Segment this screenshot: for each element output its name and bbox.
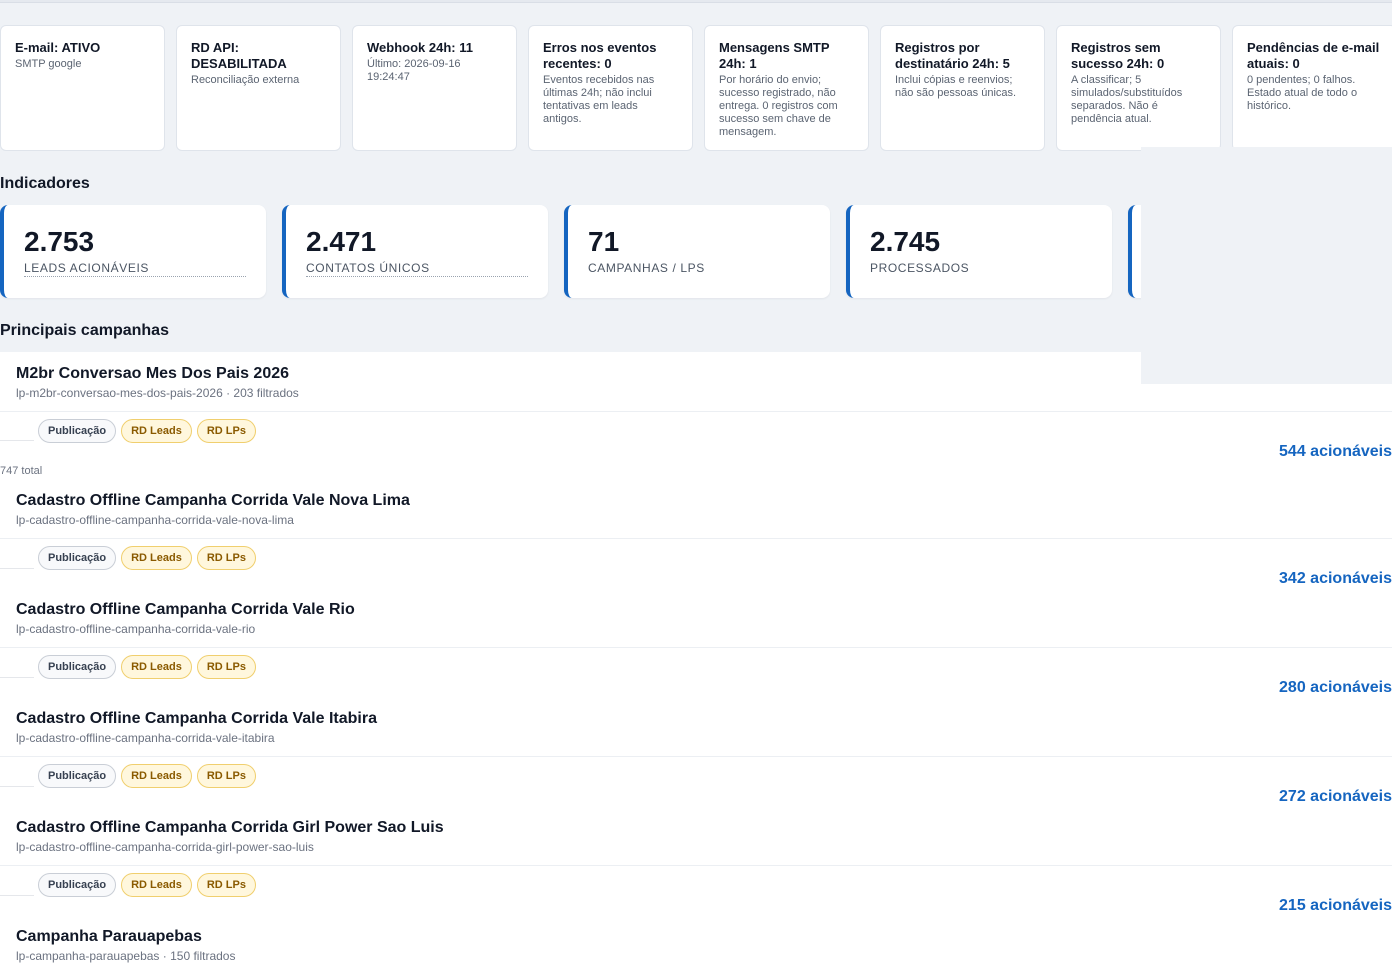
chip-rd-lps[interactable]: RD LPs	[196, 546, 256, 570]
campaign-header[interactable]: Campanha Parauapebas lp-campanha-parauap…	[16, 927, 235, 964]
campaign-actionable-count: 215 acionáveis	[1279, 897, 1392, 914]
indicator-label[interactable]: LEADS ACIONÁVEIS	[24, 261, 246, 277]
campaigns-title: Principais campanhas	[0, 322, 169, 339]
campaign-actionable-count: 342 acionáveis	[1279, 570, 1392, 587]
status-card-smtp: Mensagens SMTP 24h: 1 Por horário do env…	[704, 25, 869, 151]
row-separator	[0, 647, 1392, 648]
status-card-title: Pendências de e-mail atuais: 0	[1247, 40, 1380, 71]
chip-publicacao[interactable]: Publicação	[38, 419, 117, 443]
indicator-label: PROCESSADOS	[870, 261, 970, 275]
campaign-actionable-count: 544 acionáveis	[1279, 443, 1392, 460]
status-card-rd-api: RD API: DESABILITADA Reconciliação exter…	[176, 25, 341, 151]
campaign-slug: lp-cadastro-offline-campanha-corrida-val…	[16, 513, 294, 527]
status-card-desc: SMTP google	[15, 58, 82, 70]
status-card-title: Registros por destinatário 24h: 5	[895, 40, 1010, 71]
campaign-header[interactable]: Cadastro Offline Campanha Corrida Vale N…	[16, 491, 410, 528]
campaign-header[interactable]: Cadastro Offline Campanha Corrida Girl P…	[16, 818, 444, 855]
indicator-label: CAMPANHAS / LPS	[588, 261, 705, 275]
chip-publicacao[interactable]: Publicação	[38, 546, 117, 570]
status-card-desc: 0 pendentes; 0 falhos. Estado atual de t…	[1247, 74, 1358, 112]
campaign-chips: Publicação RD Leads RD LPs	[38, 419, 256, 443]
indicator-value: 2.471	[306, 226, 377, 257]
indicator-label[interactable]: CONTATOS ÚNICOS	[306, 261, 528, 277]
chip-publicacao[interactable]: Publicação	[38, 873, 117, 897]
status-card-pending-email: Pendências de e-mail atuais: 0 0 pendent…	[1232, 25, 1392, 151]
indicator-value: 2.753	[24, 226, 95, 257]
chip-rd-leads[interactable]: RD Leads	[121, 764, 192, 788]
chip-rd-lps[interactable]: RD LPs	[196, 655, 256, 679]
status-card-desc: Inclui cópias e reenvios; não são pessoa…	[895, 74, 1017, 99]
status-card-webhook: Webhook 24h: 11 Último: 2026-09-16 19:24…	[352, 25, 517, 151]
status-card-title: E-mail: ATIVO	[15, 40, 101, 55]
campaign-name: Cadastro Offline Campanha Corrida Vale R…	[16, 601, 355, 618]
chip-rd-leads[interactable]: RD Leads	[121, 655, 192, 679]
campaign-name: Cadastro Offline Campanha Corrida Vale N…	[16, 492, 410, 509]
indicators-title: Indicadores	[0, 175, 90, 192]
row-separator	[0, 538, 1392, 539]
row-separator	[0, 677, 34, 678]
campaign-name: M2br Conversao Mes Dos Pais 2026	[16, 365, 290, 382]
row-separator	[0, 756, 1392, 757]
status-card-title: Erros nos eventos recentes: 0	[543, 40, 657, 71]
indicator-card-processed: 2.745 PROCESSADOS	[846, 205, 1112, 298]
campaign-name: Cadastro Offline Campanha Corrida Vale I…	[16, 710, 377, 727]
campaign-name: Campanha Parauapebas	[16, 928, 202, 945]
chip-rd-lps[interactable]: RD LPs	[196, 873, 256, 897]
status-card-recipients: Registros por destinatário 24h: 5 Inclui…	[880, 25, 1045, 151]
campaign-chips: Publicação RD Leads RD LPs	[38, 655, 256, 679]
status-card-event-errors: Erros nos eventos recentes: 0 Eventos re…	[528, 25, 693, 151]
blank-overlay	[1141, 147, 1392, 384]
chip-rd-leads[interactable]: RD Leads	[121, 546, 192, 570]
campaign-slug: lp-campanha-parauapebas · 150 filtrados	[16, 949, 236, 963]
indicator-value: 71	[588, 226, 620, 257]
campaign-header[interactable]: Cadastro Offline Campanha Corrida Vale R…	[16, 600, 355, 637]
row-separator	[0, 568, 34, 569]
campaign-total: 747 total	[0, 465, 43, 477]
campaign-slug: lp-m2br-conversao-mes-dos-pais-2026 · 20…	[16, 386, 299, 400]
campaign-chips: Publicação RD Leads RD LPs	[38, 546, 256, 570]
row-separator	[0, 440, 34, 441]
row-separator	[0, 411, 1392, 412]
status-card-title: RD API: DESABILITADA	[191, 40, 287, 71]
campaign-slug: lp-cadastro-offline-campanha-corrida-val…	[16, 731, 275, 745]
campaign-chips: Publicação RD Leads RD LPs	[38, 873, 256, 897]
campaign-chips: Publicação RD Leads RD LPs	[38, 764, 256, 788]
chip-rd-leads[interactable]: RD Leads	[121, 419, 192, 443]
status-card-desc: A classificar; 5 simulados/substituídos …	[1071, 74, 1183, 125]
chip-rd-lps[interactable]: RD LPs	[196, 764, 256, 788]
status-card-failed: Registros sem sucesso 24h: 0 A classific…	[1056, 25, 1221, 151]
status-card-title: Webhook 24h: 11	[367, 40, 473, 55]
campaign-actionable-count: 272 acionáveis	[1279, 788, 1392, 805]
row-separator	[0, 865, 1392, 866]
indicator-card-leads: 2.753 LEADS ACIONÁVEIS	[0, 205, 266, 298]
chip-rd-leads[interactable]: RD Leads	[121, 873, 192, 897]
campaign-list: M2br Conversao Mes Dos Pais 2026 lp-m2br…	[0, 352, 1392, 972]
chip-rd-lps[interactable]: RD LPs	[196, 419, 256, 443]
campaign-header[interactable]: M2br Conversao Mes Dos Pais 2026 lp-m2br…	[16, 364, 299, 401]
row-separator	[0, 895, 34, 896]
campaign-header[interactable]: Cadastro Offline Campanha Corrida Vale I…	[16, 709, 377, 746]
status-cards: E-mail: ATIVO SMTP google RD API: DESABI…	[0, 25, 1392, 151]
status-card-desc: Por horário do envio; sucesso registrado…	[719, 74, 838, 138]
indicator-value: 2.745	[870, 226, 941, 257]
top-bar	[0, 0, 1392, 3]
indicator-card-campaigns: 71 CAMPANHAS / LPS	[564, 205, 830, 298]
campaign-name: Cadastro Offline Campanha Corrida Girl P…	[16, 819, 444, 836]
chip-publicacao[interactable]: Publicação	[38, 764, 117, 788]
chip-publicacao[interactable]: Publicação	[38, 655, 117, 679]
status-card-desc: Último: 2026-09-16 19:24:47	[367, 58, 461, 83]
status-card-title: Registros sem sucesso 24h: 0	[1071, 40, 1165, 71]
indicator-card-contacts: 2.471 CONTATOS ÚNICOS	[282, 205, 548, 298]
status-card-desc: Reconciliação externa	[191, 74, 300, 86]
campaign-slug: lp-cadastro-offline-campanha-corrida-gir…	[16, 840, 314, 854]
row-separator	[0, 786, 34, 787]
campaign-actionable-count: 280 acionáveis	[1279, 679, 1392, 696]
campaign-slug: lp-cadastro-offline-campanha-corrida-val…	[16, 622, 256, 636]
status-card-title: Mensagens SMTP 24h: 1	[719, 40, 830, 71]
status-card-email: E-mail: ATIVO SMTP google	[0, 25, 165, 151]
status-card-desc: Eventos recebidos nas últimas 24h; não i…	[543, 74, 655, 125]
